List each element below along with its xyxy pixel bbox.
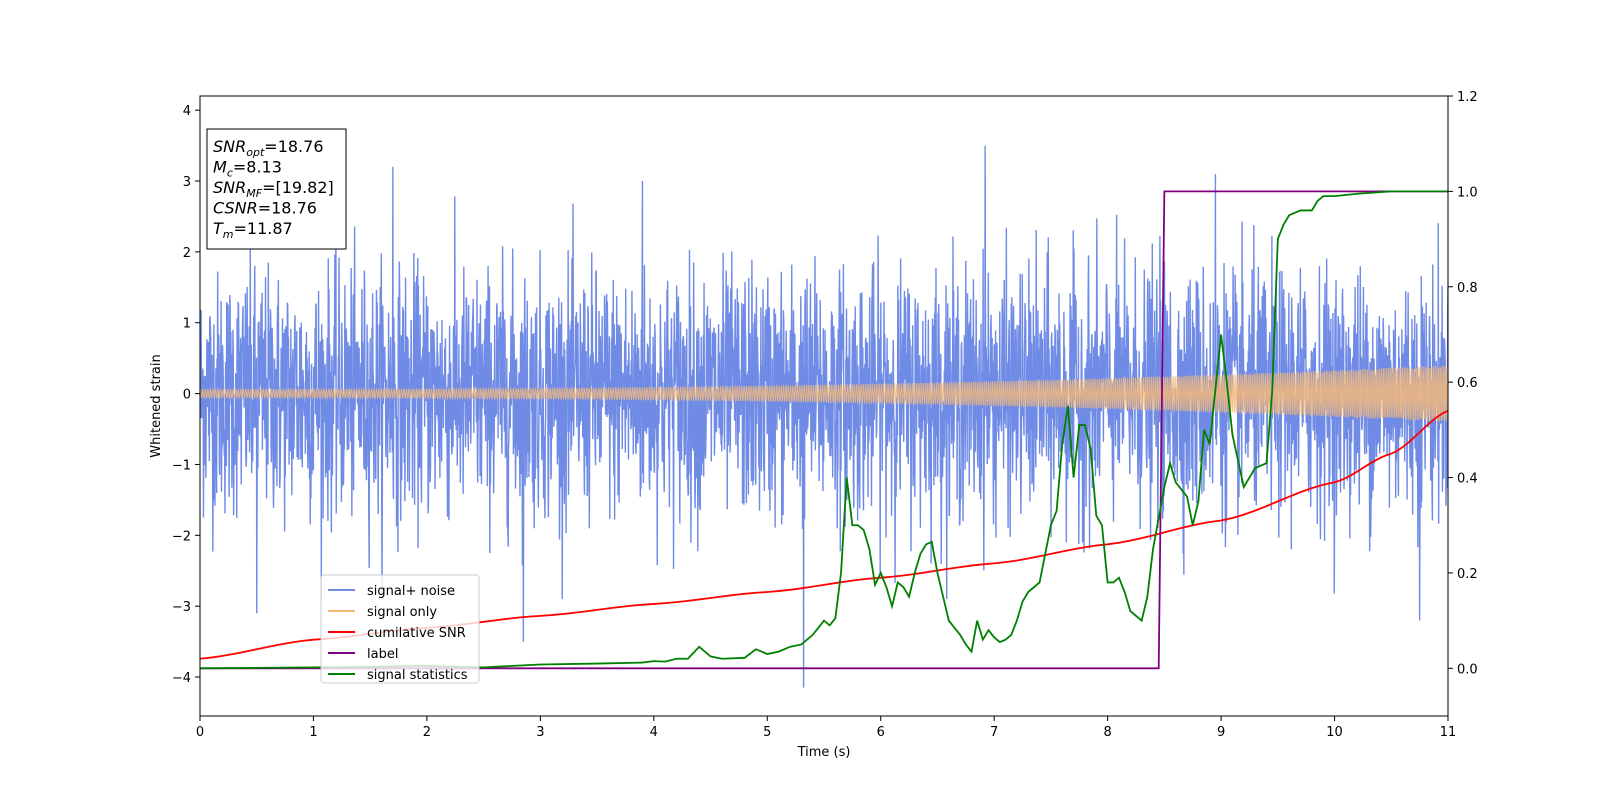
x-tick-label: 9 [1217, 725, 1225, 740]
y-axis-right: 1.2 1.0 0.8 0.6 0.4 0.2 0.0 [1448, 90, 1478, 677]
y-tick-label: −4 [172, 671, 191, 686]
x-tick-label: 6 [877, 725, 885, 740]
x-tick-label: 3 [536, 725, 544, 740]
y-tick-label: 1 [183, 317, 191, 332]
legend: signal+ noise signal only cumilative SNR la… [320, 574, 480, 684]
info-box-line: SNRopt=18.76 [213, 137, 324, 159]
y2-tick-label: 0.4 [1457, 472, 1478, 487]
legend-entry-label: signal+ noise [367, 584, 455, 599]
axes-frame [199, 95, 1449, 717]
x-tick-label: 1 [309, 725, 317, 740]
y-tick-label: 0 [183, 388, 191, 403]
y2-tick-label: 0.2 [1457, 567, 1478, 582]
y-tick-label: −1 [172, 458, 191, 473]
legend-entry-label: label [367, 647, 398, 662]
y2-tick-label: 1.0 [1457, 185, 1478, 200]
info-box-line: Mc=8.13 [213, 158, 282, 180]
y2-tick-label: 0.0 [1457, 662, 1478, 677]
series-signal-statistics-line [200, 190, 1448, 670]
info-box-frame [206, 128, 347, 250]
info-box-line: Tm=11.87 [213, 219, 293, 241]
y-tick-label: −2 [172, 529, 191, 544]
y-tick-label: 4 [183, 104, 191, 119]
info-box-line: CSNR=18.76 [213, 199, 317, 218]
series-label-line [200, 190, 1448, 670]
x-tick-label: 8 [1103, 725, 1111, 740]
y-axis-label: Whitened strain [149, 354, 164, 457]
x-tick-label: 10 [1326, 725, 1343, 740]
legend-entry-label: signal statistics [367, 668, 468, 683]
x-tick-label: 7 [990, 725, 998, 740]
y-tick-label: −3 [172, 600, 191, 615]
series-signal-noise-line [200, 145, 1448, 688]
x-tick-label: 4 [650, 725, 658, 740]
x-tick-label: 11 [1440, 725, 1457, 740]
x-axis-label: Time (s) [797, 745, 851, 760]
y2-tick-label: 0.8 [1457, 281, 1478, 296]
y2-tick-label: 1.2 [1457, 90, 1478, 105]
legend-frame [320, 574, 480, 684]
x-axis: 0 1 2 3 4 5 6 7 8 9 10 11 [196, 716, 1456, 740]
x-tick-label: 0 [196, 725, 204, 740]
series-signal-only-line [200, 365, 1448, 422]
y-tick-label: 2 [183, 246, 191, 261]
info-box-line: SNRMF=[19.82] [213, 178, 334, 200]
y-tick-label: 3 [183, 175, 191, 190]
y2-tick-label: 0.6 [1457, 376, 1478, 391]
legend-entry-label: cumilative SNR [367, 626, 466, 641]
x-tick-label: 5 [763, 725, 771, 740]
info-box: SNRopt=18.76Mc=8.13SNRMF=[19.82]CSNR=18.… [206, 128, 347, 250]
x-tick-label: 2 [423, 725, 431, 740]
y-axis-left: 4 3 2 1 0 −1 −2 −3 −4 [172, 104, 200, 686]
legend-entry-label: signal only [367, 605, 437, 620]
